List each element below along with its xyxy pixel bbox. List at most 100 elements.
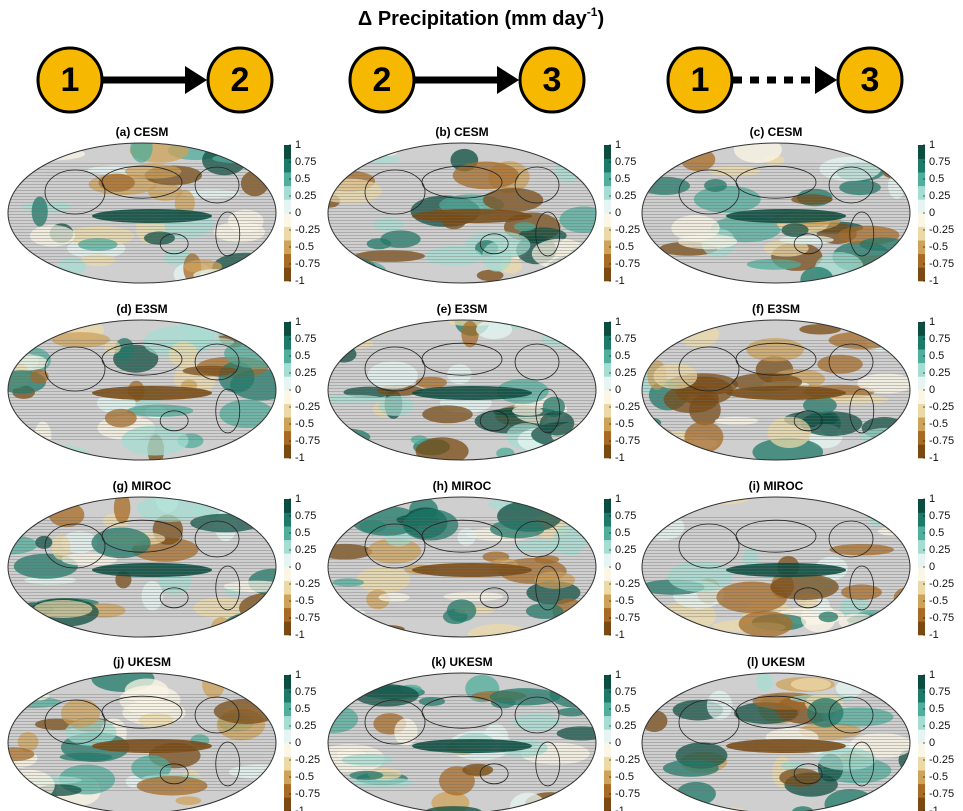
colorbar-segment: [604, 199, 611, 214]
colorbar-segment: [284, 213, 291, 227]
stippling: [328, 517, 596, 617]
colorbar-segment: [918, 729, 925, 744]
coastline: [159, 410, 189, 432]
colorbar-tick-label: 1: [615, 493, 621, 505]
anomaly-blob: [208, 320, 232, 333]
coastline: [535, 211, 561, 257]
colorbar-tick-label: 0.5: [929, 527, 944, 539]
anomaly-blob: [872, 794, 907, 811]
anomaly-blob: [662, 143, 705, 159]
step-circle: [836, 46, 904, 114]
stippling: [642, 340, 910, 440]
colorbar-tick-label: 0.25: [929, 190, 950, 202]
colorbar-segment: [604, 390, 611, 404]
colorbar-tick-label: 0.25: [295, 544, 316, 556]
colorbar-tick-label: -0.25: [295, 224, 320, 236]
coastline: [215, 741, 241, 787]
colorbar-segment: [604, 729, 611, 744]
colorbar-segment: [918, 797, 925, 811]
coastline: [44, 346, 106, 392]
map: [328, 143, 596, 283]
colorbar-tick-label: -0.75: [615, 612, 640, 624]
step-circle: [666, 46, 734, 114]
anomaly-blob: [799, 324, 841, 335]
colorbar-segment: [918, 158, 925, 173]
colorbar-tick-label: 0.75: [615, 510, 636, 522]
colorbar-tick-label: -0.75: [929, 435, 954, 447]
colorbar-tick-label: 0.75: [929, 510, 950, 522]
colorbar-tick-label: -0.75: [295, 435, 320, 447]
anomaly-blob: [227, 143, 259, 162]
anomaly-blob: [573, 143, 595, 159]
anomaly-blob: [554, 673, 596, 683]
stippling: [8, 340, 276, 440]
map: [8, 320, 276, 460]
colorbar-segment: [918, 702, 925, 717]
colorbar-tick-label: 0.75: [295, 333, 316, 345]
colorbar-tick-label: 0.25: [295, 720, 316, 732]
anomaly-blob: [815, 320, 861, 325]
colorbar-tick-label: 0.25: [929, 367, 950, 379]
stippling: [328, 163, 596, 263]
anomaly-blob: [663, 446, 703, 460]
colorbar-segment: [604, 172, 611, 187]
map-frame: [641, 672, 911, 811]
coastline: [735, 519, 817, 553]
colorbar-segment: [604, 756, 611, 771]
colorbar-tick-label: -0.5: [615, 241, 634, 253]
panel-title: (b) CESM: [435, 125, 488, 139]
anomaly-blob: [467, 623, 531, 637]
map: [328, 673, 596, 811]
anomaly-blob: [642, 627, 691, 637]
colorbar-tick-label: -0.75: [295, 258, 320, 270]
anomaly-blob: [8, 612, 37, 623]
colorbar-segment: [918, 770, 925, 785]
colorbar-segment: [918, 390, 925, 404]
colorbar-segment: [284, 430, 291, 445]
anomaly-blob: [790, 677, 832, 691]
colorbar-tick-label: -0.25: [929, 754, 954, 766]
colorbar-tick-label: -1: [929, 452, 939, 464]
colorbar-tick-label: -0.25: [615, 401, 640, 413]
stippling: [8, 693, 276, 793]
colorbar-tick-label: 0: [295, 737, 301, 749]
colorbar-segment: [604, 567, 611, 581]
colorbar-segment: [918, 580, 925, 595]
coastline: [828, 520, 874, 558]
colorbar-tick-label: -0.5: [929, 595, 948, 607]
map-frame: [641, 319, 911, 461]
colorbar-tick-label: -0.5: [615, 418, 634, 430]
colorbar-segment: [284, 526, 291, 541]
map-frame: [7, 496, 277, 638]
colorbar-tick-label: -0.75: [615, 788, 640, 800]
map-frame: [327, 142, 597, 284]
colorbar-segment: [284, 607, 291, 622]
colorbar-tick-label: -0.5: [295, 418, 314, 430]
coastline: [535, 388, 561, 434]
colorbar-segment: [284, 390, 291, 404]
colorbar-tick-label: 1: [615, 316, 621, 328]
anomaly-blob: [812, 631, 877, 637]
anomaly-blob: [335, 497, 383, 513]
colorbar-segment: [918, 226, 925, 241]
colorbar-segment: [918, 199, 925, 214]
arrow-head: [497, 66, 519, 94]
coastline: [44, 169, 106, 215]
colorbar-tick-label: 0.25: [615, 720, 636, 732]
colorbar-segment: [284, 362, 291, 377]
colorbar-tick-label: 0: [615, 207, 621, 219]
coastline: [101, 519, 183, 553]
map-frame: [7, 142, 277, 284]
colorbar-segment: [604, 185, 611, 200]
coastline: [101, 165, 183, 199]
coastline: [678, 169, 740, 215]
colorbar-segment: [918, 715, 925, 730]
coastline: [159, 587, 189, 609]
coastline: [793, 233, 823, 255]
anomaly-blob: [738, 610, 793, 637]
anomaly-blob: [755, 673, 774, 692]
anomaly-blob: [13, 147, 86, 161]
colorbar-tick-label: 0.5: [929, 350, 944, 362]
coastline: [828, 696, 874, 734]
step-circle: [206, 46, 274, 114]
